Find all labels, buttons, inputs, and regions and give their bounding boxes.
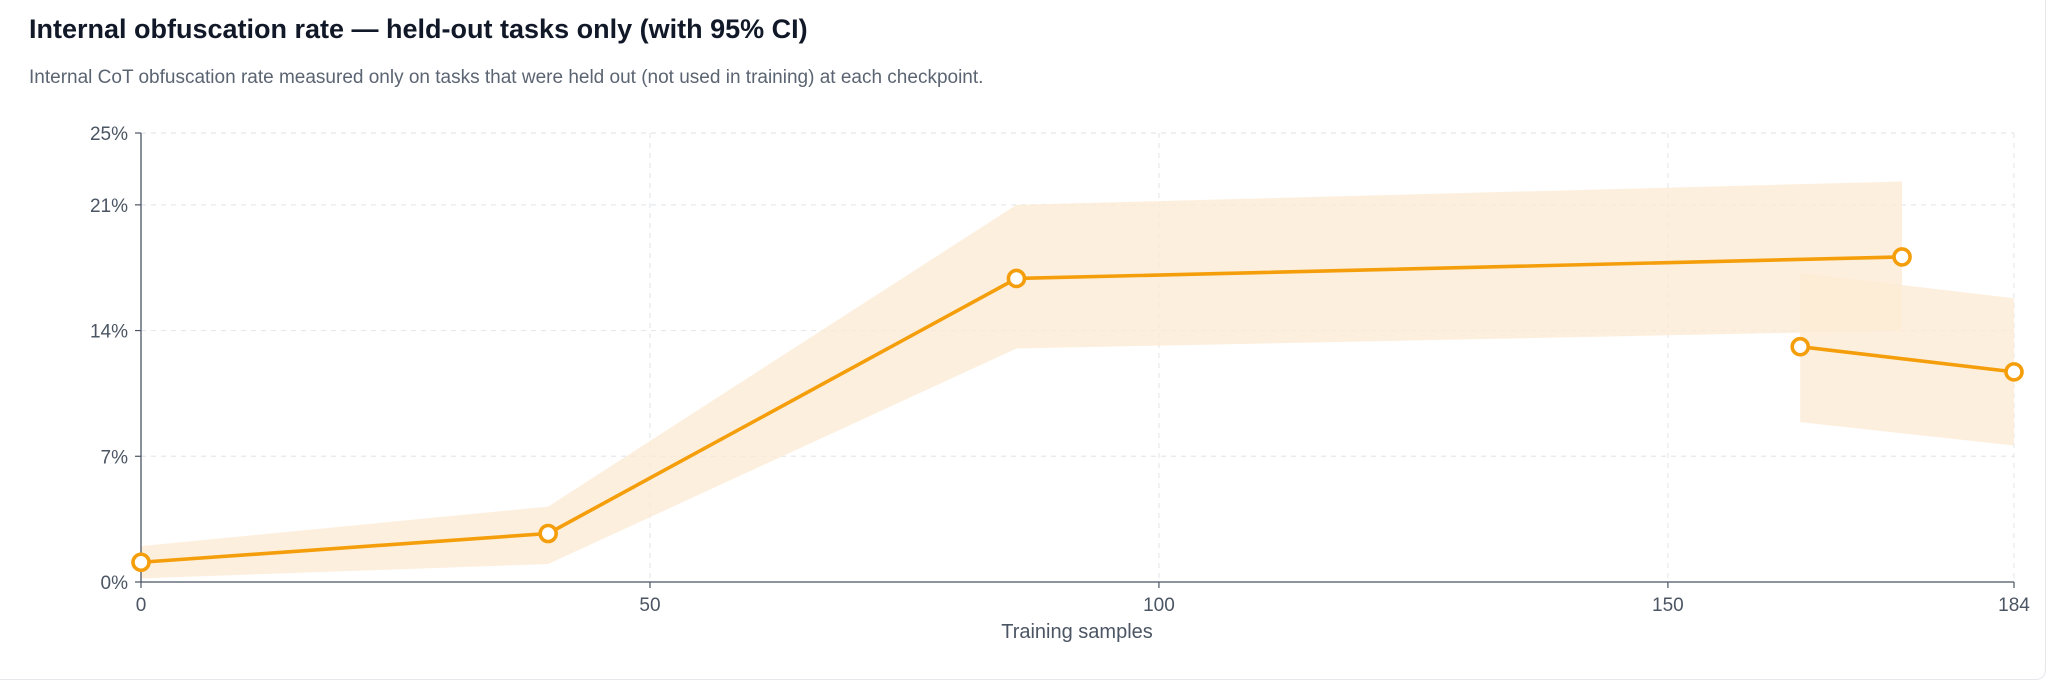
data-point	[131, 552, 151, 573]
series-line-2	[1798, 344, 2016, 374]
series-lines	[139, 255, 2016, 565]
series-line-1	[139, 255, 1904, 565]
y-tick-label: 14%	[90, 322, 128, 343]
x-tick-label: 150	[1652, 595, 1684, 616]
y-tick-label: 0%	[101, 573, 129, 594]
y-tick-label: 21%	[90, 196, 128, 217]
x-tick-label: 184	[1998, 595, 2030, 616]
x-axis-title: Training samples	[1001, 621, 1153, 643]
tick-labels: 0% 7% 14% 21% 25% 0 50 100 150 184	[90, 124, 2030, 616]
x-tick-label: 0	[136, 595, 147, 616]
axes	[135, 132, 2015, 588]
chart-subtitle: Internal CoT obfuscation rate measured o…	[29, 67, 984, 88]
chart-title: Internal obfuscation rate — held-out tas…	[29, 14, 808, 44]
data-points	[131, 247, 2024, 573]
data-point	[538, 523, 558, 544]
ci-band-1	[141, 181, 1903, 579]
ci-bands	[141, 181, 2014, 579]
data-point	[1006, 268, 1027, 289]
data-point	[1790, 336, 1811, 357]
data-point	[1892, 247, 1912, 267]
y-tick-label: 25%	[90, 124, 128, 145]
data-point	[2004, 362, 2024, 382]
x-tick-label: 100	[1143, 595, 1175, 616]
y-tick-label: 7%	[101, 447, 129, 468]
x-tick-label: 50	[639, 595, 660, 616]
